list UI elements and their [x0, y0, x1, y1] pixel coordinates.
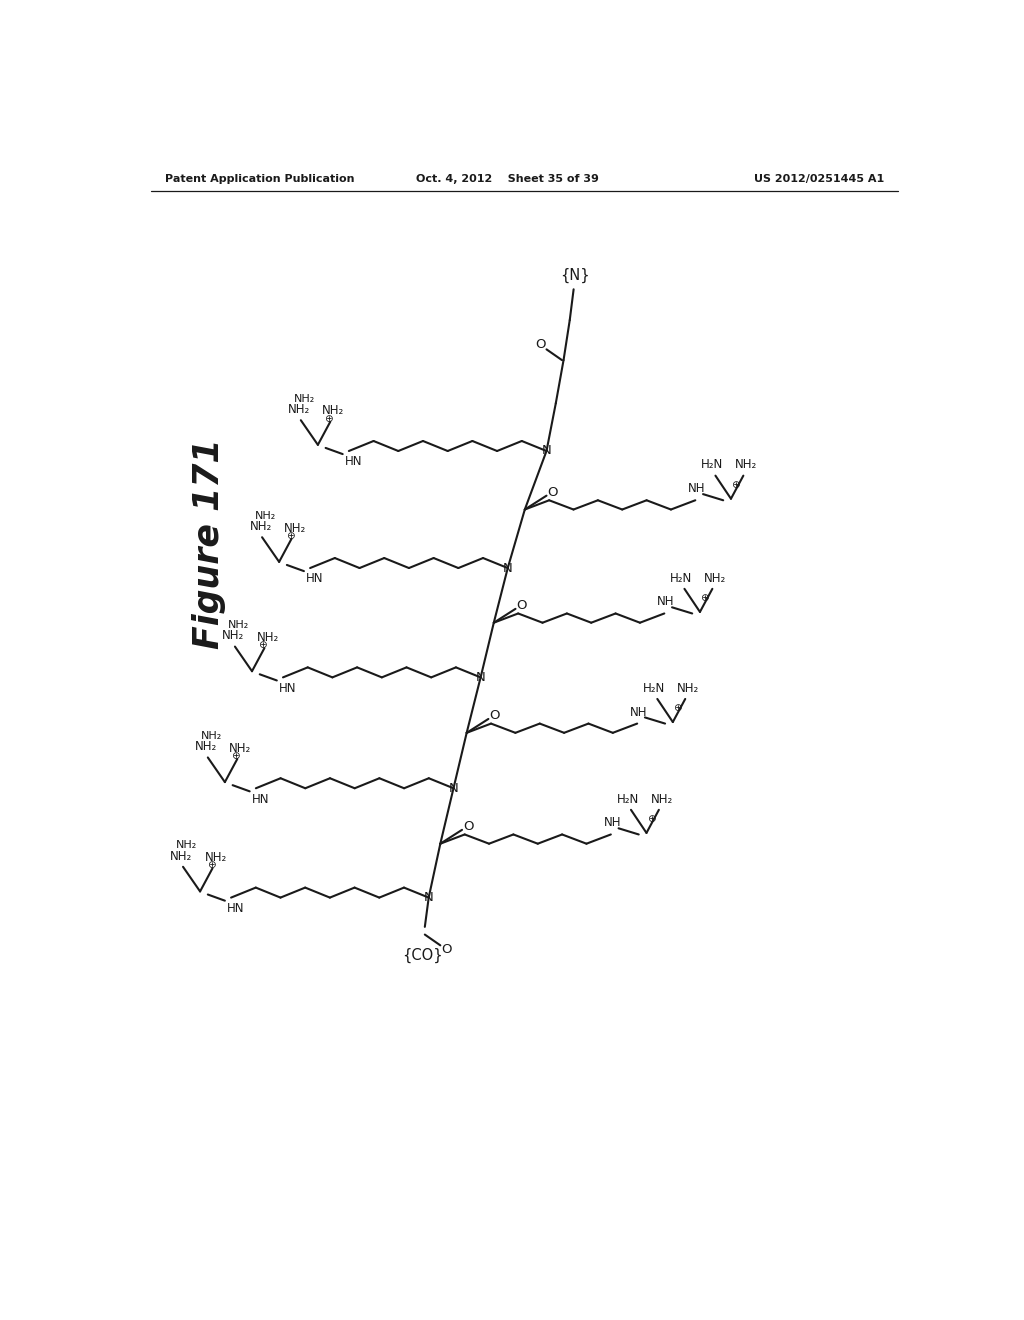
Text: H₂N: H₂N — [616, 792, 639, 805]
Text: NH₂: NH₂ — [677, 681, 699, 694]
Text: HN: HN — [252, 792, 269, 805]
Text: O: O — [536, 338, 546, 351]
Text: HN: HN — [279, 681, 296, 694]
Text: HN: HN — [306, 573, 324, 585]
Text: ⊕: ⊕ — [700, 593, 709, 603]
Text: ⊕: ⊕ — [258, 640, 267, 649]
Text: O: O — [516, 599, 527, 612]
Text: ⊕: ⊕ — [647, 814, 655, 824]
Text: N: N — [503, 561, 513, 574]
Text: US 2012/0251445 A1: US 2012/0251445 A1 — [754, 174, 885, 185]
Text: NH₂: NH₂ — [170, 850, 193, 862]
Text: NH: NH — [688, 482, 706, 495]
Text: NH₂: NH₂ — [205, 851, 226, 865]
Text: NH₂: NH₂ — [288, 403, 310, 416]
Text: O: O — [441, 944, 452, 957]
Text: Patent Application Publication: Patent Application Publication — [165, 174, 354, 185]
Text: NH₂: NH₂ — [323, 404, 344, 417]
Text: NH₂: NH₂ — [651, 792, 673, 805]
Text: ⊕: ⊕ — [325, 413, 333, 424]
Text: O: O — [463, 820, 473, 833]
Text: NH₂: NH₂ — [284, 521, 306, 535]
Text: Oct. 4, 2012    Sheet 35 of 39: Oct. 4, 2012 Sheet 35 of 39 — [417, 174, 599, 185]
Text: NH₂: NH₂ — [196, 741, 217, 754]
Text: O: O — [548, 486, 558, 499]
Text: ⊕: ⊕ — [231, 751, 240, 760]
Text: NH: NH — [630, 705, 647, 718]
Text: HN: HN — [227, 902, 245, 915]
Text: N: N — [542, 445, 551, 458]
Text: H₂N: H₂N — [643, 681, 666, 694]
Text: ⊕: ⊕ — [673, 704, 682, 713]
Text: NH₂: NH₂ — [250, 520, 271, 533]
Text: NH₂: NH₂ — [228, 620, 250, 630]
Text: {N}: {N} — [560, 268, 590, 282]
Text: NH₂: NH₂ — [176, 841, 198, 850]
Text: N: N — [449, 781, 459, 795]
Text: O: O — [489, 709, 500, 722]
Text: NH₂: NH₂ — [256, 631, 279, 644]
Text: NH₂: NH₂ — [222, 630, 245, 643]
Text: NH₂: NH₂ — [705, 572, 727, 585]
Text: H₂N: H₂N — [701, 458, 724, 471]
Text: HN: HN — [345, 455, 362, 469]
Text: Figure 171: Figure 171 — [193, 438, 226, 648]
Text: NH₂: NH₂ — [201, 731, 222, 741]
Text: N: N — [424, 891, 433, 904]
Text: ⊕: ⊕ — [731, 480, 740, 490]
Text: NH₂: NH₂ — [229, 742, 252, 755]
Text: NH: NH — [657, 595, 675, 609]
Text: ⊕: ⊕ — [207, 861, 215, 870]
Text: N: N — [476, 671, 485, 684]
Text: H₂N: H₂N — [671, 572, 692, 585]
Text: NH₂: NH₂ — [255, 511, 276, 520]
Text: NH₂: NH₂ — [735, 458, 758, 471]
Text: ⊕: ⊕ — [286, 531, 294, 541]
Text: NH: NH — [603, 816, 622, 829]
Text: {CO}: {CO} — [402, 948, 442, 964]
Text: NH₂: NH₂ — [294, 393, 315, 404]
